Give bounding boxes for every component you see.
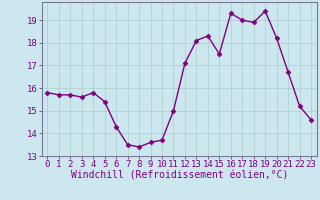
X-axis label: Windchill (Refroidissement éolien,°C): Windchill (Refroidissement éolien,°C) [70, 171, 288, 181]
